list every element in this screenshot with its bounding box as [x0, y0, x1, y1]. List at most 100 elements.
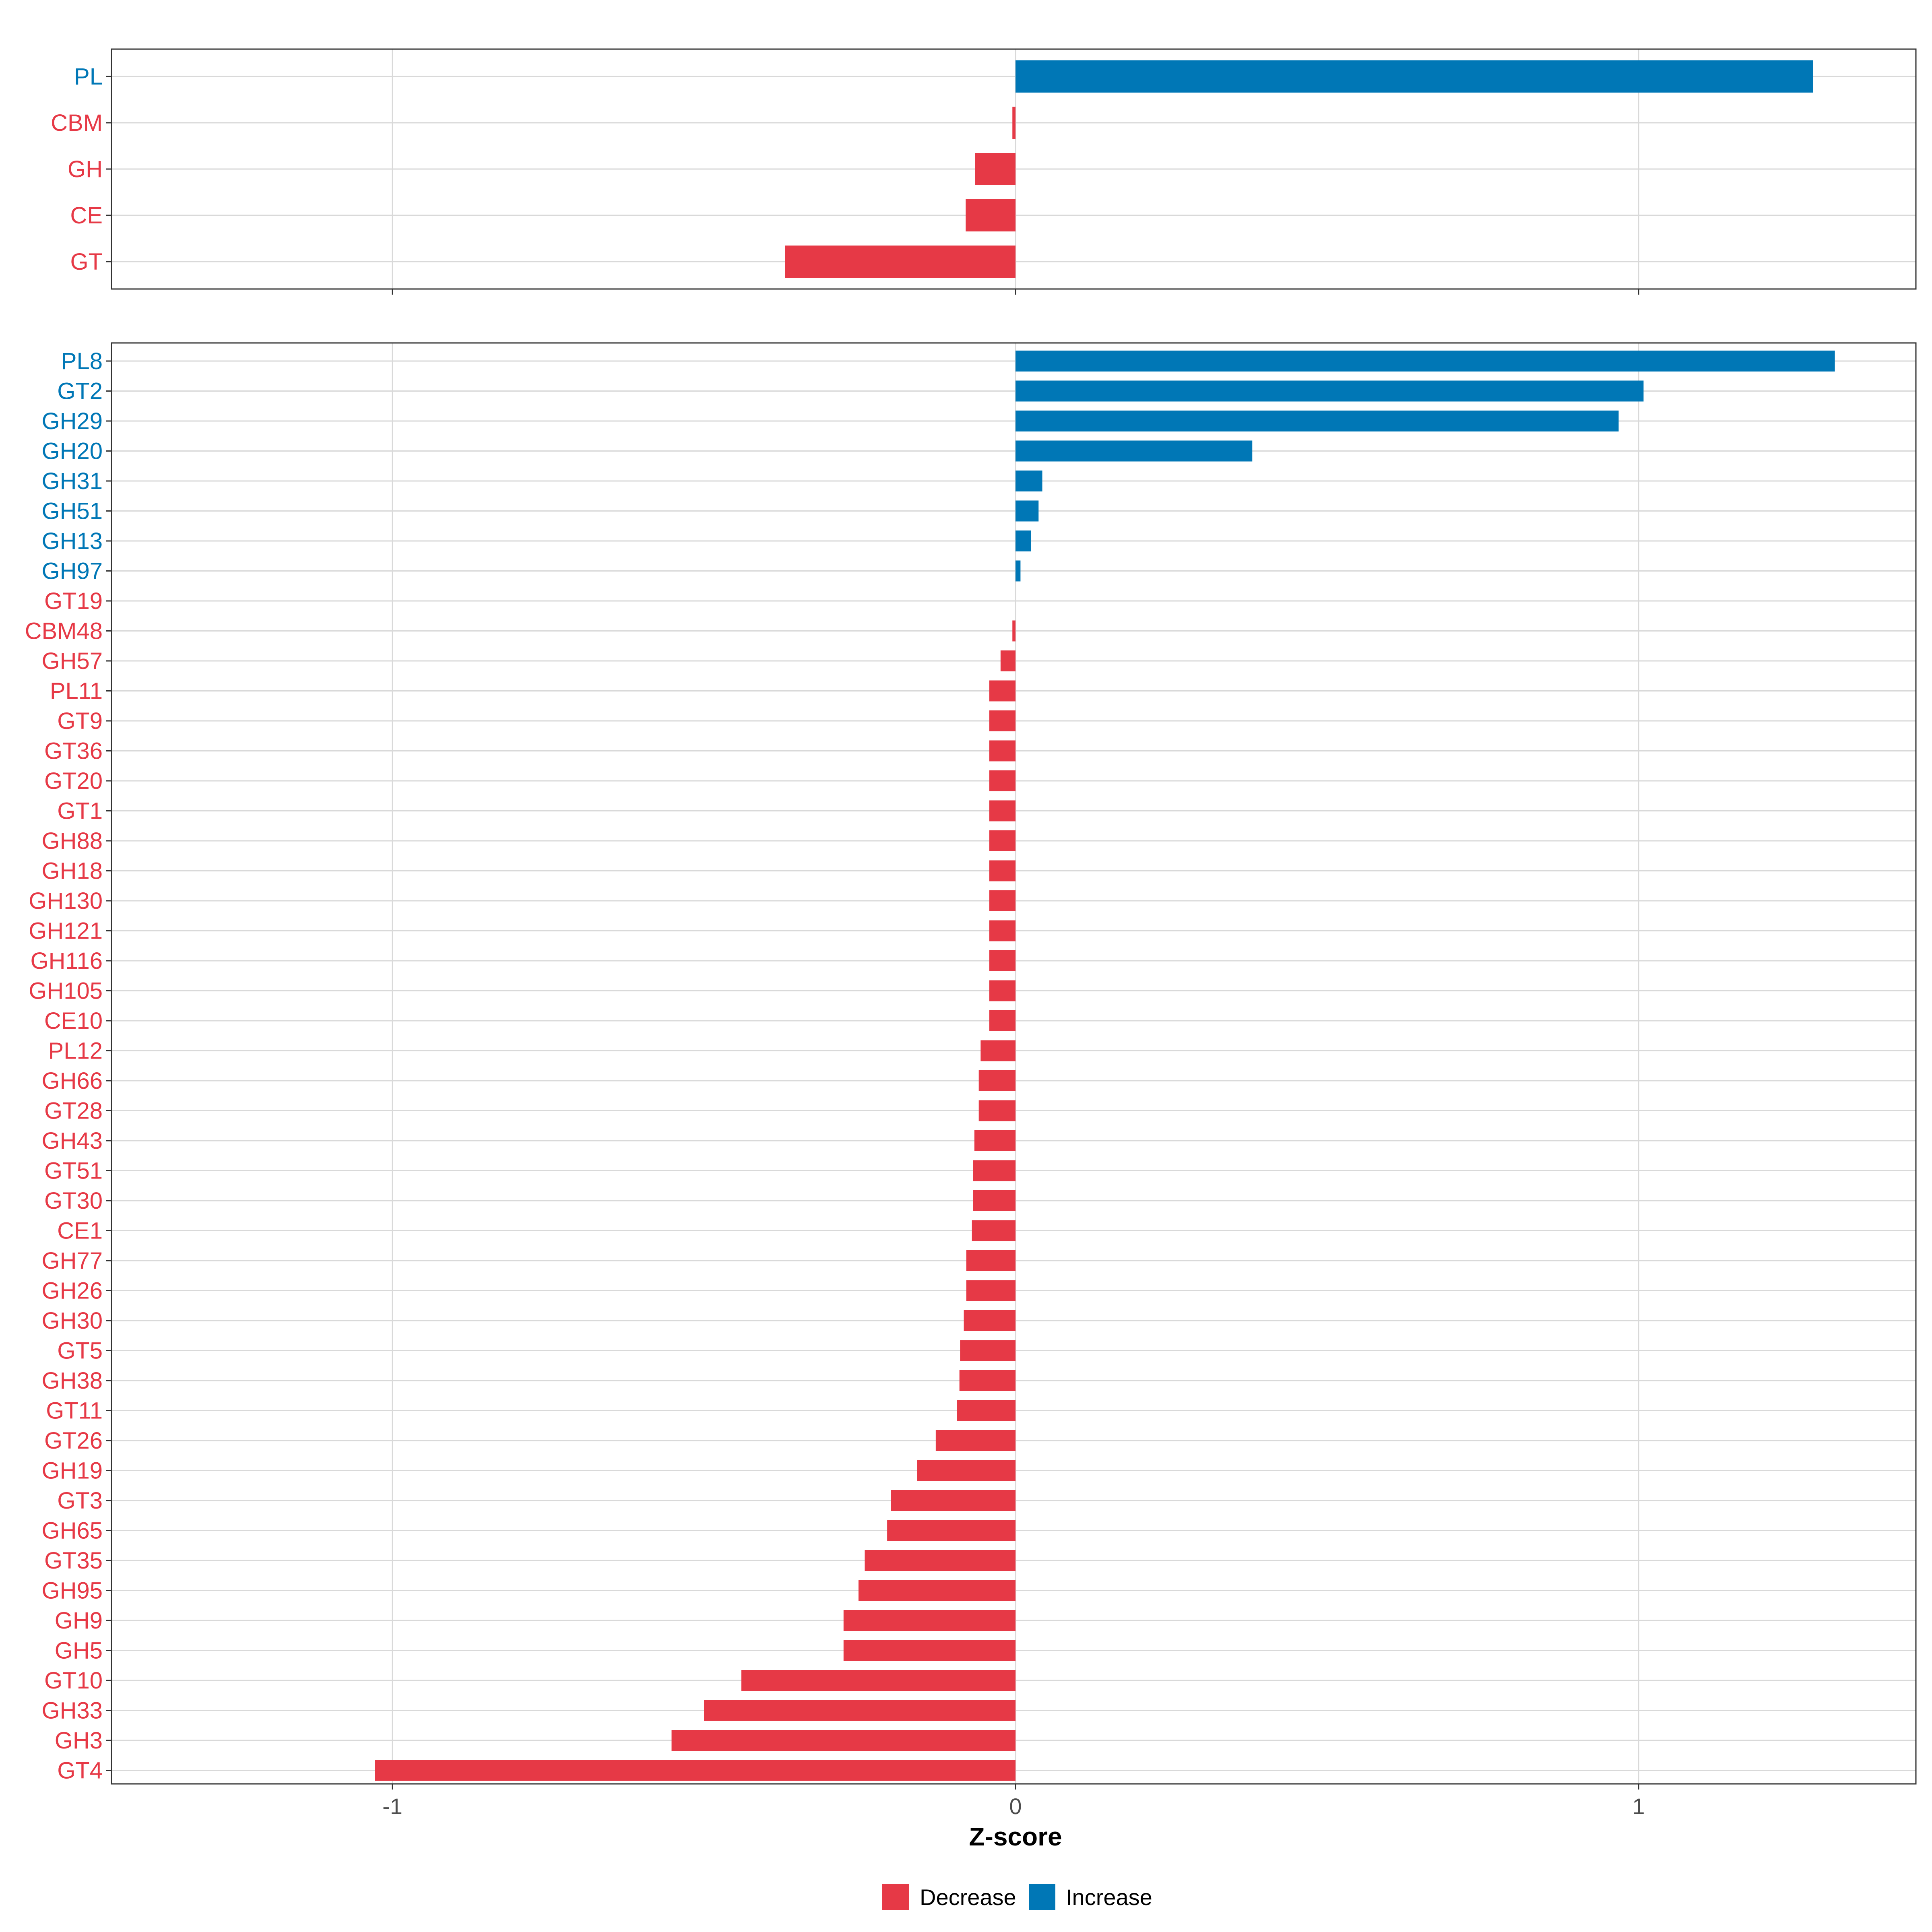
- y-label-gt35: GT35: [44, 1548, 103, 1574]
- y-label-gh65: GH65: [41, 1518, 103, 1544]
- bar-cbm: [1012, 107, 1016, 139]
- y-label-pl: PL: [74, 64, 103, 90]
- bar-ce1: [972, 1220, 1016, 1241]
- y-label-gh95: GH95: [41, 1578, 103, 1604]
- bar-gh26: [966, 1280, 1016, 1301]
- bar-gt4: [375, 1760, 1016, 1781]
- y-label-gh66: GH66: [41, 1068, 103, 1094]
- bar-gh19: [917, 1460, 1016, 1481]
- y-label-ce1: CE1: [57, 1218, 103, 1244]
- y-label-gt11: GT11: [46, 1398, 103, 1424]
- bar-gh: [975, 153, 1016, 185]
- panel-top: PL CBM GH CE GT: [51, 48, 1917, 295]
- bar-pl: [1016, 60, 1813, 93]
- y-label-gh19: GH19: [41, 1458, 103, 1484]
- y-label-gh51: GH51: [41, 498, 103, 524]
- bar-gt30: [973, 1190, 1016, 1211]
- bar-gh3: [671, 1730, 1016, 1751]
- y-label-pl11: PL11: [50, 678, 103, 704]
- x-axis-title: Z-score: [969, 1822, 1062, 1851]
- x-tick-label: 0: [1009, 1794, 1022, 1819]
- bar-gt36: [989, 740, 1016, 762]
- bar-gh30: [964, 1310, 1016, 1331]
- x-tick-label: -1: [382, 1794, 402, 1819]
- bar-gt5: [960, 1340, 1016, 1361]
- y-label-gt2: GT2: [57, 378, 103, 405]
- y-label-gh97: GH97: [41, 558, 103, 584]
- bar-gh31: [1016, 471, 1042, 491]
- bar-cbm48: [1012, 620, 1016, 642]
- y-label-gh38: GH38: [41, 1368, 103, 1394]
- bar-gh77: [966, 1250, 1016, 1271]
- y-label-gh43: GH43: [41, 1128, 103, 1154]
- legend-swatch-increase: [1029, 1884, 1055, 1910]
- bar-gh38: [959, 1370, 1016, 1391]
- bar-gh97: [1016, 560, 1021, 582]
- y-label-gt3: GT3: [57, 1488, 103, 1514]
- bar-pl12: [980, 1040, 1016, 1061]
- y-label-gt20: GT20: [44, 768, 103, 794]
- y-label-ce: CE: [70, 202, 103, 229]
- y-label-gt9: GT9: [57, 708, 103, 734]
- bar-gh95: [858, 1580, 1016, 1601]
- bar-gt51: [973, 1160, 1016, 1181]
- bar-gt: [785, 246, 1016, 278]
- y-label-cbm: CBM: [51, 110, 103, 136]
- y-label-gh13: GH13: [41, 528, 103, 554]
- y-label-gh31: GH31: [41, 468, 103, 494]
- y-label-gt10: GT10: [44, 1668, 103, 1694]
- x-tick-label: 1: [1632, 1794, 1645, 1819]
- bar-pl11: [989, 680, 1016, 702]
- panel-border: [111, 48, 1917, 290]
- bar-gh130: [989, 890, 1016, 911]
- y-label-gh26: GH26: [41, 1278, 103, 1304]
- bar-gh65: [887, 1520, 1016, 1541]
- y-label-gt4: GT4: [57, 1758, 103, 1784]
- y-label-gh5: GH5: [55, 1638, 103, 1664]
- legend: Decrease Increase: [882, 1884, 1152, 1910]
- bar-pl8: [1016, 351, 1835, 372]
- bar-gh51: [1016, 500, 1039, 522]
- bar-ce10: [989, 1010, 1016, 1031]
- bar-gh13: [1016, 530, 1031, 551]
- y-label-gh30: GH30: [41, 1308, 103, 1334]
- bar-gt11: [957, 1400, 1016, 1421]
- y-label-pl12: PL12: [48, 1038, 103, 1064]
- y-label-gt19: GT19: [44, 588, 103, 614]
- bar-gh66: [978, 1070, 1016, 1091]
- bar-gt1: [989, 800, 1016, 822]
- bar-gh116: [989, 950, 1016, 971]
- y-label-gh130: GH130: [29, 888, 103, 914]
- y-label-gh105: GH105: [29, 978, 103, 1004]
- bar-gh121: [989, 920, 1016, 941]
- y-label-gt36: GT36: [44, 738, 103, 764]
- bar-gh105: [989, 980, 1016, 1001]
- panel-border: [111, 342, 1917, 1785]
- y-label-gh57: GH57: [41, 648, 103, 674]
- bar-gh43: [974, 1130, 1016, 1151]
- y-label-gh3: GH3: [55, 1728, 103, 1754]
- legend-swatch-decrease: [882, 1884, 909, 1910]
- y-label-gh9: GH9: [55, 1608, 103, 1634]
- bar-gt35: [865, 1550, 1016, 1571]
- bar-gt9: [989, 710, 1016, 731]
- bar-gh57: [1000, 650, 1016, 671]
- y-label-gh88: GH88: [41, 828, 103, 854]
- y-label-gt30: GT30: [44, 1188, 103, 1214]
- y-label-pl8: PL8: [61, 348, 103, 374]
- bar-gh9: [843, 1610, 1016, 1631]
- y-label-gh18: GH18: [41, 858, 103, 884]
- y-label-gt1: GT1: [57, 798, 103, 824]
- bar-gt26: [935, 1430, 1016, 1451]
- bar-gh88: [989, 830, 1016, 851]
- y-label-gh29: GH29: [41, 408, 103, 434]
- bar-ce: [966, 199, 1016, 231]
- y-label-gt26: GT26: [44, 1428, 103, 1454]
- bar-gt20: [989, 770, 1016, 791]
- panel-background: [111, 343, 1916, 1784]
- bar-gh5: [843, 1640, 1016, 1661]
- y-label-gh: GH: [68, 156, 103, 182]
- y-label-gh121: GH121: [29, 918, 103, 944]
